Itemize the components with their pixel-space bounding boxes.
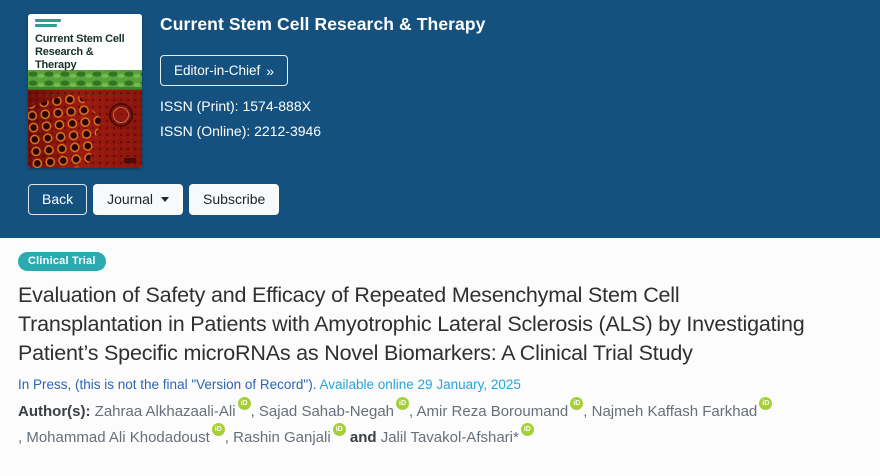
editor-in-chief-button[interactable]: Editor-in-Chief »: [160, 55, 289, 86]
orcid-icon[interactable]: iD: [396, 397, 410, 410]
author-name[interactable]: Amir Reza Boroumand: [416, 403, 569, 420]
double-chevron-right-icon: »: [266, 62, 275, 79]
author-name[interactable]: Zahraa Alkhazaali-Ali: [94, 403, 236, 420]
orcid-icon[interactable]: iD: [570, 397, 584, 410]
orcid-icon[interactable]: iD: [237, 397, 251, 410]
author-name[interactable]: Rashin Ganjali: [233, 429, 331, 446]
journal-dropdown-button[interactable]: Journal: [93, 184, 184, 215]
issn-online: ISSN (Online): 2212-3946: [160, 123, 322, 139]
back-button[interactable]: Back: [28, 184, 88, 215]
orcid-icon[interactable]: iD: [332, 423, 346, 436]
journal-cover-image: [28, 70, 142, 168]
author-name[interactable]: Najmeh Kaffash Farkhad: [591, 403, 758, 420]
journal-cover[interactable]: Current Stem Cell Research & Therapy: [28, 14, 142, 168]
caret-down-icon: [161, 197, 170, 202]
header-button-row: Back Journal Subscribe: [28, 184, 280, 215]
author-separator-and: and: [345, 429, 381, 446]
author-separator: ,: [250, 403, 259, 420]
journal-dropdown-label: Journal: [107, 191, 154, 207]
author-separator: ,: [583, 403, 592, 420]
orcid-icon[interactable]: iD: [759, 397, 773, 410]
authors-label: Author(s):: [18, 403, 91, 420]
page-title: Current Stem Cell Research & Therapy: [160, 14, 486, 34]
author-separator: ,: [18, 429, 27, 446]
article-title: Evaluation of Safety and Efficacy of Rep…: [18, 283, 805, 365]
publication-status-line: In Press, (this is not the final "Versio…: [18, 377, 862, 392]
author-name[interactable]: Mohammad Ali Khodadoust: [26, 429, 210, 446]
author-separator: ,: [409, 403, 417, 420]
orcid-icon[interactable]: iD: [520, 423, 534, 436]
journal-header: Current Stem Cell Research & Therapy: [0, 0, 880, 238]
orcid-icon[interactable]: iD: [211, 423, 225, 436]
author-name[interactable]: Jalil Tavakol-Afshari*: [380, 429, 519, 446]
editor-in-chief-label: Editor-in-Chief: [174, 63, 261, 78]
author-list: Author(s): Zahraa Alkhazaali-Ali iD, Saja…: [18, 397, 843, 451]
author-separator: ,: [224, 429, 234, 446]
journal-cover-masthead: Current Stem Cell Research & Therapy: [28, 14, 142, 71]
available-online-date: Available online 29 January, 2025: [316, 377, 521, 392]
in-press-status: In Press, (this is not the final "Versio…: [18, 377, 317, 392]
article-type-badge[interactable]: Clinical Trial: [18, 252, 106, 271]
cover-issn-micro-text: [35, 24, 57, 27]
cover-journal-title: Current Stem Cell Research & Therapy: [35, 33, 125, 71]
article-summary: Clinical Trial Evaluation of Safety and …: [0, 238, 880, 451]
subscribe-button[interactable]: Subscribe: [189, 184, 280, 215]
issn-print: ISSN (Print): 1574-888X: [160, 98, 311, 114]
author-name[interactable]: Sajad Sahab-Negah: [258, 403, 395, 420]
cover-issn-micro-text: [35, 19, 61, 22]
